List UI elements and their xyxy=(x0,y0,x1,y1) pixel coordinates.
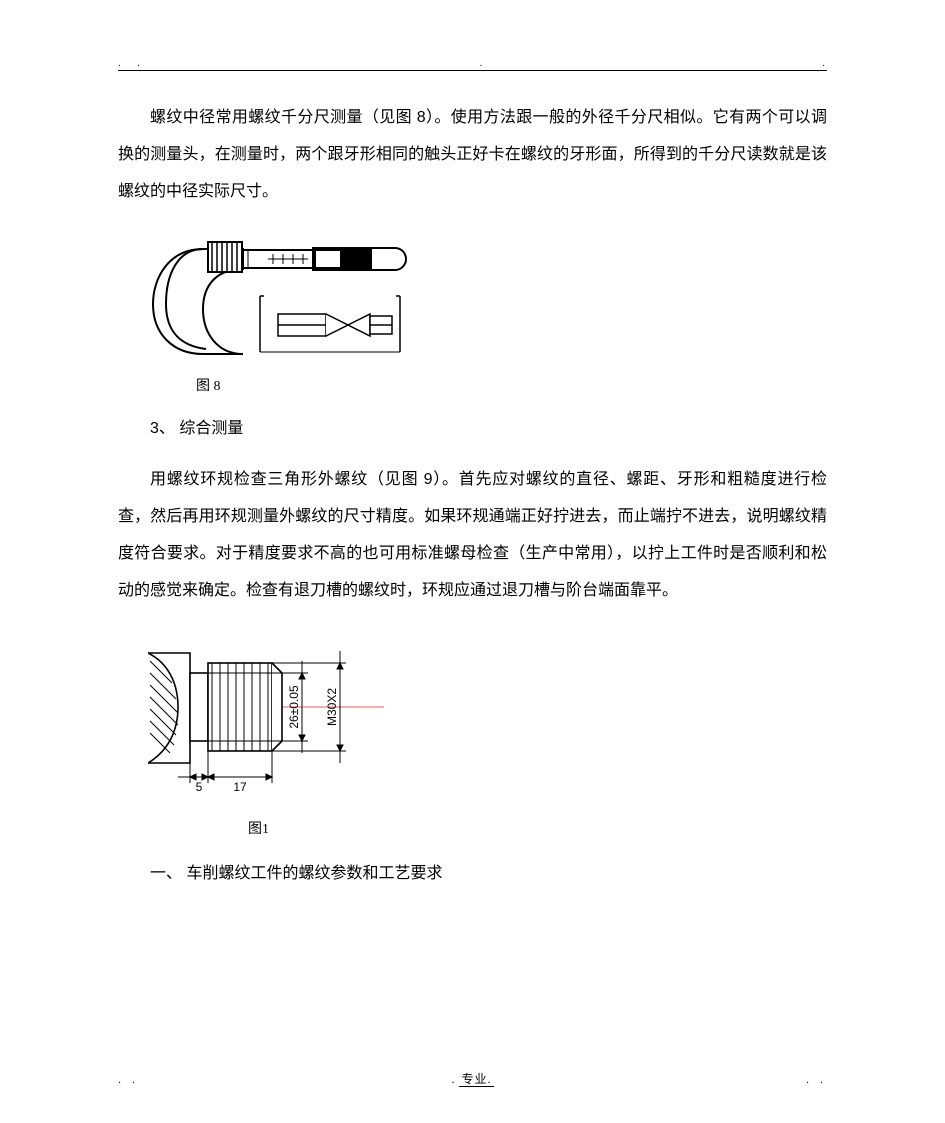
dim-length-17: 17 xyxy=(208,751,272,794)
content: 螺纹中径常用螺纹千分尺测量（见图 8）。使用方法跟一般的外径千分尺相似。它有两个… xyxy=(118,100,827,893)
footer-mid: . 专业. xyxy=(158,1070,787,1087)
header-dots: . . . . xyxy=(118,58,827,69)
section-3-heading: 3、 综合测量 xyxy=(118,411,827,448)
figure-8-svg xyxy=(148,224,422,374)
section-3-title: 综合测量 xyxy=(179,420,243,437)
figure-1-caption: 图1 xyxy=(248,818,827,838)
footer-right: . . xyxy=(787,1072,827,1087)
footer-mid-dot: . xyxy=(451,1072,455,1086)
dim-diameter-26-text: 26±0.05 xyxy=(287,685,301,729)
dim-length-5-text: 5 xyxy=(196,780,203,794)
figure-8-caption: 图 8 xyxy=(196,375,827,395)
figure-8: 图 8 xyxy=(148,224,827,395)
page: . . . . 螺纹中径常用螺纹千分尺测量（见图 8）。使用方法跟一般的外径千分… xyxy=(0,0,945,1123)
header-dot-left: . . xyxy=(118,58,142,69)
dim-thread-m30-text: M30X2 xyxy=(325,688,339,726)
figure-1-svg: 5 17 26±0.05 xyxy=(148,623,384,813)
paragraph-2: 用螺纹环规检查三角形外螺纹（见图 9）。首先应对螺纹的直径、螺距、牙形和粗糙度进… xyxy=(118,462,827,609)
section-1-title: 车削螺纹工件的螺纹参数和工艺要求 xyxy=(186,865,442,882)
header-dot-mid: . xyxy=(480,58,485,69)
section-1-heading: 一、 车削螺纹工件的螺纹参数和工艺要求 xyxy=(118,856,827,893)
dim-length-17-text: 17 xyxy=(233,780,247,794)
header-rule xyxy=(118,70,827,71)
page-footer: . . . 专业. . . xyxy=(118,1070,827,1087)
section-3-number: 3、 xyxy=(150,420,175,437)
footer-mid-text: 专业. xyxy=(459,1072,493,1087)
figure-1: 5 17 26±0.05 xyxy=(148,623,827,838)
footer-left: . . xyxy=(118,1072,158,1087)
paragraph-1: 螺纹中径常用螺纹千分尺测量（见图 8）。使用方法跟一般的外径千分尺相似。它有两个… xyxy=(118,100,827,210)
section-1-number: 一、 xyxy=(150,865,182,882)
header-dot-right: . xyxy=(822,58,827,69)
